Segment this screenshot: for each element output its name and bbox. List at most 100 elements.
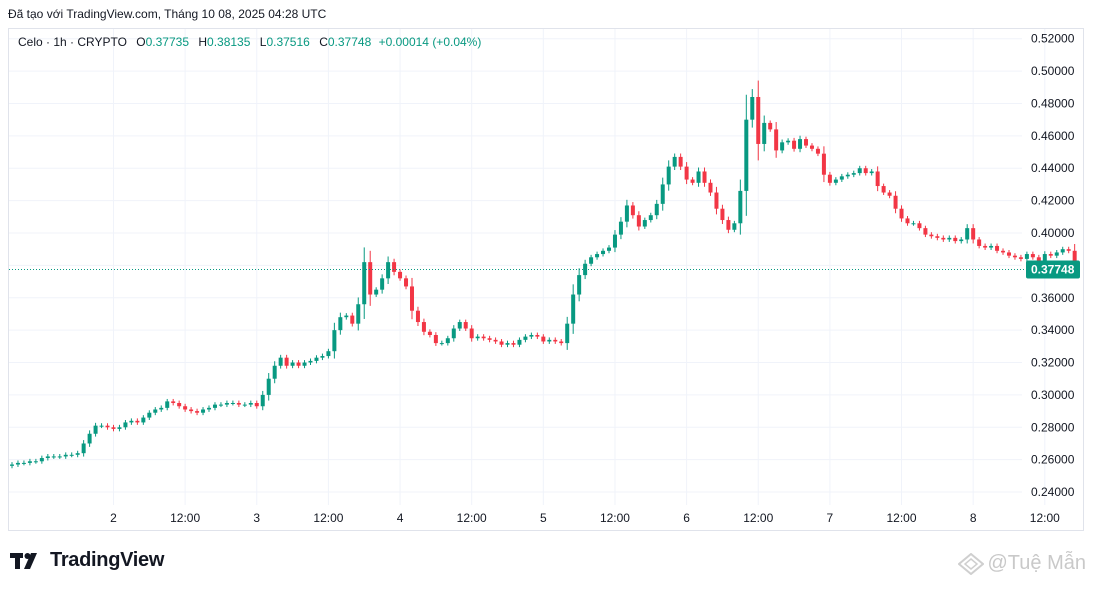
candle-body	[99, 425, 104, 427]
candle-body	[153, 409, 158, 413]
candle-body	[792, 140, 797, 149]
candle-body	[690, 179, 695, 183]
candle-body	[350, 315, 355, 324]
candle-body	[875, 171, 880, 187]
candle-body	[798, 139, 803, 149]
candle-body	[463, 322, 468, 329]
candle-body	[965, 228, 970, 240]
brand-name: TradingView	[50, 549, 165, 571]
time-tick-label: 12:00	[457, 511, 487, 525]
candle-body	[577, 275, 582, 295]
candle-body	[869, 171, 874, 174]
price-tick-label: 0.26000	[1031, 453, 1075, 467]
time-tick-label: 12:00	[313, 511, 343, 525]
candle-body	[415, 310, 420, 323]
candle-body	[917, 223, 922, 229]
candle-body	[804, 139, 809, 146]
candle-body	[493, 339, 498, 342]
candle-body	[756, 97, 761, 144]
candle-body	[242, 404, 247, 406]
watermark-text: @Tuệ Mẫn	[987, 552, 1087, 574]
tradingview-brand[interactable]: TradingView	[10, 549, 164, 572]
candle-body	[212, 404, 217, 408]
candle-body	[809, 145, 814, 149]
candle-body	[87, 433, 92, 444]
candle-body	[654, 203, 659, 216]
price-tick-label: 0.24000	[1031, 485, 1075, 499]
candle-body	[911, 223, 916, 225]
candle-body	[839, 176, 844, 180]
candle-body	[75, 453, 80, 455]
chart-frame[interactable]	[8, 28, 1084, 531]
candle-body	[409, 286, 414, 311]
time-tick-label: 5	[540, 511, 547, 525]
candle-body	[230, 403, 235, 404]
candle-body	[10, 464, 14, 466]
candle-body	[427, 331, 432, 335]
candle-body	[720, 208, 725, 221]
candle-body	[457, 322, 462, 329]
candle-body	[63, 454, 68, 457]
candle-body	[762, 122, 767, 144]
time-tick-label: 3	[253, 511, 260, 525]
candle-body	[744, 119, 749, 191]
symbol-label[interactable]: Celo · 1h · CRYPTO	[18, 35, 127, 49]
candle-body	[833, 179, 838, 183]
candle-body	[218, 404, 223, 406]
candle-body	[1060, 249, 1065, 253]
candle-body	[851, 173, 856, 175]
candle-body	[481, 336, 486, 339]
candle-body	[147, 412, 152, 418]
candle-body	[821, 153, 826, 175]
candle-body	[159, 407, 164, 410]
candle-body	[33, 461, 38, 463]
low-key: L	[259, 35, 267, 49]
grid	[9, 29, 1046, 505]
candle-body	[899, 208, 904, 219]
candle-body	[517, 339, 522, 345]
price-axis[interactable]: 0.24000 0.26000 0.28000 0.30000 0.32000 0.340…	[1031, 32, 1075, 499]
candle-body	[774, 129, 779, 151]
candle-body	[308, 360, 313, 363]
candle-body	[959, 239, 964, 242]
candle-body	[445, 338, 450, 344]
time-tick-label: 7	[827, 511, 834, 525]
candle-body	[57, 456, 62, 458]
candle-body	[571, 294, 576, 324]
time-axis[interactable]: 2 12:00 3 12:00 4 12:00 5 12:00 6 12:00 7 12:00 8 12:…	[110, 511, 1060, 525]
candle-body	[183, 406, 188, 410]
low-value: 0.37516	[266, 35, 310, 49]
candle-body	[141, 417, 146, 423]
candle-body	[51, 456, 56, 458]
open-value: 0.37735	[145, 35, 190, 49]
candle-body	[905, 218, 910, 224]
ohlc-legend: Celo · 1h · CRYPTO O0.37735 H0.38135 L0.…	[18, 35, 481, 49]
candle-body	[971, 228, 976, 240]
candle-body	[129, 420, 134, 423]
candle-body	[326, 351, 331, 357]
candle-body	[780, 142, 785, 151]
last-price-badge-text: 0.37748	[1031, 262, 1075, 276]
created-with-note: Đã tạo với TradingView.com, Tháng 10 08,…	[8, 7, 327, 21]
candle-body	[254, 403, 259, 407]
candle-body	[684, 166, 689, 180]
price-tick-label: 0.34000	[1031, 323, 1075, 337]
candle-body	[612, 234, 617, 248]
candle-body	[368, 262, 373, 295]
candle-body	[768, 122, 773, 130]
candle-body	[857, 168, 862, 174]
price-tick-label: 0.52000	[1031, 32, 1075, 46]
candle-body	[708, 182, 713, 193]
candle-body	[827, 174, 832, 183]
candle-body	[284, 357, 289, 366]
candle-body	[362, 262, 367, 305]
candle-body	[618, 221, 623, 235]
candle-body	[678, 156, 683, 167]
candle-body	[1012, 255, 1017, 258]
candle-body	[123, 422, 128, 428]
candle-body	[421, 322, 426, 332]
time-tick-label: 12:00	[600, 511, 630, 525]
diamond-logo-icon	[957, 552, 984, 575]
candle-body	[380, 278, 385, 290]
